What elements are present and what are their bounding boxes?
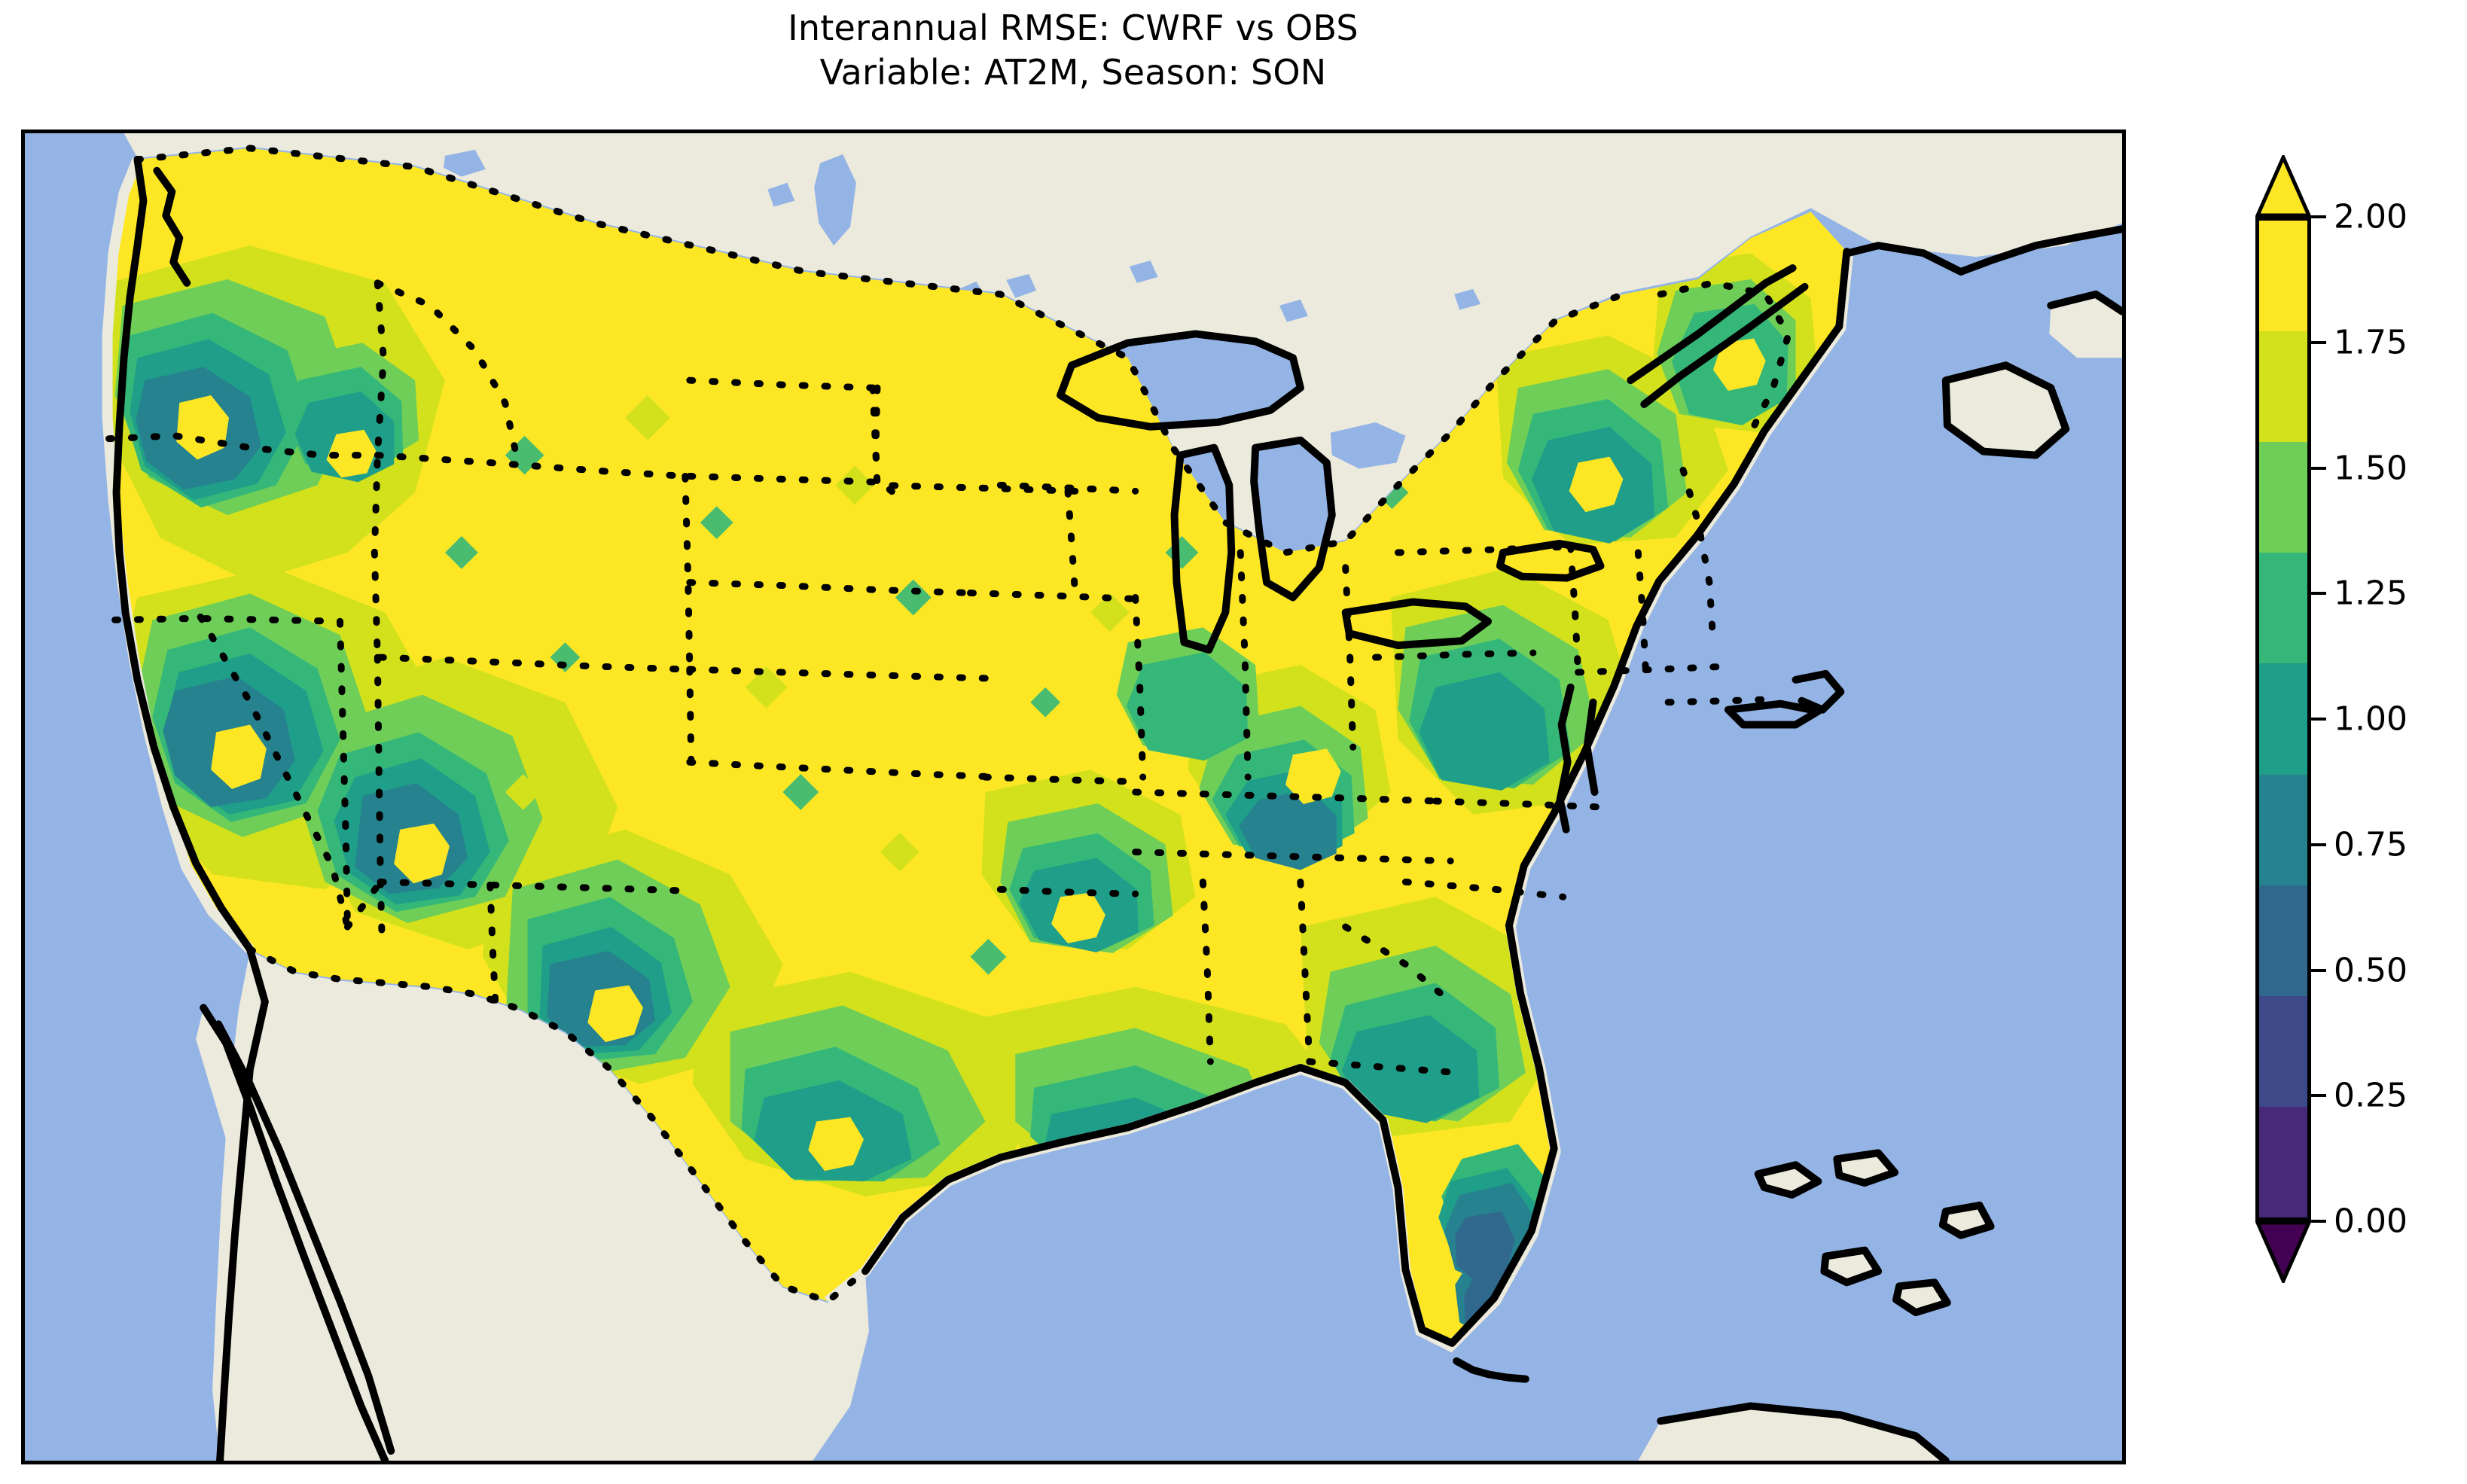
colorbar-tick-label-0.75: 0.75 bbox=[2334, 825, 2408, 864]
colorbar-band-1 bbox=[2259, 331, 2307, 443]
colorbar-extend-bottom bbox=[2255, 1221, 2311, 1283]
colorbar-tick-0.50 bbox=[2311, 968, 2326, 972]
colorbar-tick-label-0.50: 0.50 bbox=[2334, 951, 2408, 989]
figure-title: Interannual RMSE: CWRF vs OBS Variable: … bbox=[0, 6, 2146, 95]
colorbar-band-3 bbox=[2259, 553, 2307, 664]
colorbar-body bbox=[2255, 217, 2311, 1221]
title-line-1: Interannual RMSE: CWRF vs OBS bbox=[788, 8, 1359, 48]
colorbar-tick-label-0.00: 0.00 bbox=[2334, 1202, 2408, 1241]
colorbar-tick-label-1.25: 1.25 bbox=[2334, 574, 2408, 613]
map-plot bbox=[25, 133, 2122, 1461]
rmse-contour-field bbox=[107, 148, 1849, 1346]
colorbar-tick-1.25 bbox=[2311, 592, 2326, 596]
colorbar: 2.001.751.501.251.000.750.500.250.00 RMS… bbox=[2255, 155, 2408, 1283]
state-boundaries bbox=[105, 145, 1792, 1306]
colorbar-tick-label-1.50: 1.50 bbox=[2334, 449, 2408, 487]
colorbar-tick-label-0.25: 0.25 bbox=[2334, 1076, 2408, 1115]
map-axes bbox=[21, 130, 2126, 1464]
colorbar-tick-2.00 bbox=[2311, 215, 2326, 218]
colorbar-band-0 bbox=[2259, 221, 2307, 332]
colorbar-tick-1.00 bbox=[2311, 718, 2326, 721]
colorbar-tick-1.75 bbox=[2311, 340, 2326, 344]
colorbar-tick-label-2.00: 2.00 bbox=[2334, 197, 2408, 236]
colorbar-band-2 bbox=[2259, 442, 2307, 553]
colorbar-tick-0.25 bbox=[2311, 1094, 2326, 1098]
colorbar-band-8 bbox=[2259, 1106, 2307, 1217]
colorbar-tick-label-1.75: 1.75 bbox=[2334, 323, 2408, 362]
colorbar-band-6 bbox=[2259, 885, 2307, 996]
title-line-2: Variable: AT2M, Season: SON bbox=[819, 51, 1327, 93]
colorbar-band-5 bbox=[2259, 774, 2307, 885]
colorbar-tick-0.00 bbox=[2311, 1220, 2326, 1223]
colorbar-tick-label-1.00: 1.00 bbox=[2334, 699, 2408, 739]
colorbar-band-7 bbox=[2259, 995, 2307, 1107]
colorbar-tick-1.50 bbox=[2311, 466, 2326, 470]
colorbar-tick-0.75 bbox=[2311, 843, 2326, 846]
colorbar-band-4 bbox=[2259, 663, 2307, 775]
colorbar-extend-top bbox=[2255, 155, 2311, 217]
coastlines bbox=[112, 155, 2122, 1461]
